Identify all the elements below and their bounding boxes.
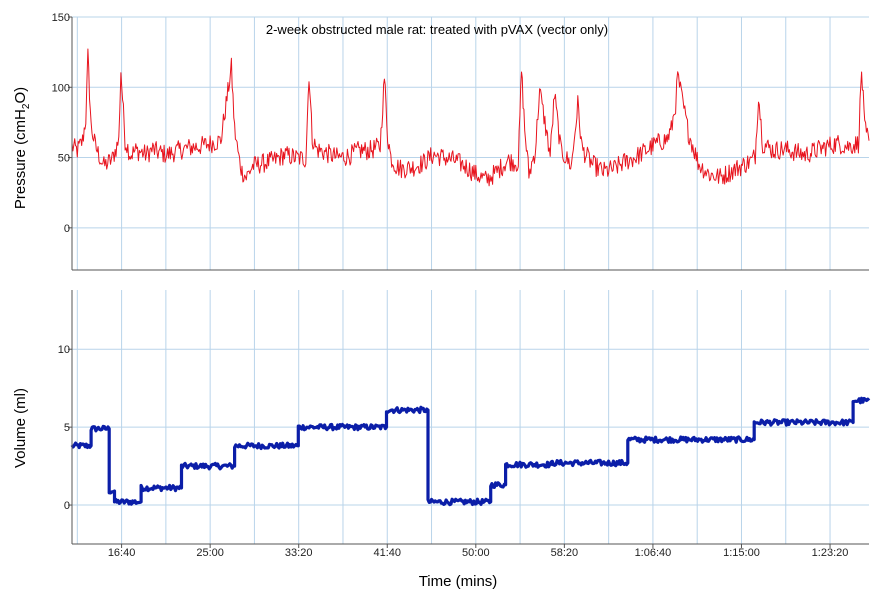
pressure-panel: 0 50 100 150 2-week obstructed male rat: tr… (12, 12, 870, 271)
volume-plot-area (72, 290, 869, 544)
pressure-plot-area (72, 17, 869, 270)
x-tick-label: 50:00 (462, 547, 490, 559)
pressure-gridlines (72, 16, 869, 270)
pressure-y-axis-label-subscript: 2 (21, 103, 32, 109)
y-tick-label: 50 (58, 153, 70, 165)
chart-title: 2-week obstructed male rat: treated with… (266, 22, 608, 37)
pressure-series (71, 48, 870, 187)
x-tick-label: 1:06:40 (635, 547, 672, 559)
y-tick-label: 10 (58, 344, 70, 356)
volume-gridlines (72, 290, 869, 544)
x-tick-label: 1:23:20 (812, 547, 849, 559)
volume-panel: 0 5 10 16:40 25:00 33:20 41:40 50:00 58:20 1:06:… (12, 290, 871, 590)
volume-y-axis-label: Volume (ml) (12, 388, 29, 468)
x-tick-label: 16:40 (108, 547, 136, 559)
y-tick-label: 0 (64, 500, 70, 512)
pressure-y-axis-label: Pressure (cmH2O) (12, 87, 32, 209)
pressure-y-axis-label-main: Pressure (cmH (12, 109, 29, 209)
y-tick-label: 5 (64, 422, 70, 434)
volume-series (70, 396, 871, 507)
x-tick-label: 1:15:00 (723, 547, 760, 559)
x-tick-label: 41:40 (373, 547, 401, 559)
y-tick-label: 100 (52, 82, 70, 94)
pressure-y-axis-label-end: O) (12, 87, 29, 104)
volume-y-ticks: 0 5 10 (58, 344, 72, 512)
x-tick-label: 33:20 (285, 547, 313, 559)
volume-axes-frame (71, 290, 869, 545)
y-tick-label: 150 (52, 12, 70, 24)
pressure-y-ticks: 0 50 100 150 (52, 12, 72, 235)
y-tick-label: 0 (64, 223, 70, 235)
time-x-ticks: 16:40 25:00 33:20 41:40 50:00 58:20 1:06:40 1:1… (108, 544, 849, 559)
x-tick-label: 58:20 (551, 547, 579, 559)
time-x-axis-label: Time (mins) (419, 573, 498, 590)
volume-trace (70, 396, 871, 507)
x-tick-label: 25:00 (196, 547, 224, 559)
pressure-trace (71, 48, 870, 187)
